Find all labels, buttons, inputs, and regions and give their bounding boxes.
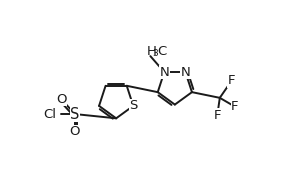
Text: O: O [70,125,80,138]
Text: S: S [70,107,80,122]
Text: F: F [213,109,221,122]
Text: S: S [129,99,137,112]
Text: F: F [231,100,239,113]
Text: C: C [157,45,166,58]
Text: N: N [181,66,190,79]
Text: F: F [228,74,235,87]
Text: H: H [147,45,157,58]
Text: N: N [160,66,169,79]
Text: Cl: Cl [44,107,57,120]
Text: 3: 3 [152,49,158,58]
Text: O: O [56,93,66,106]
